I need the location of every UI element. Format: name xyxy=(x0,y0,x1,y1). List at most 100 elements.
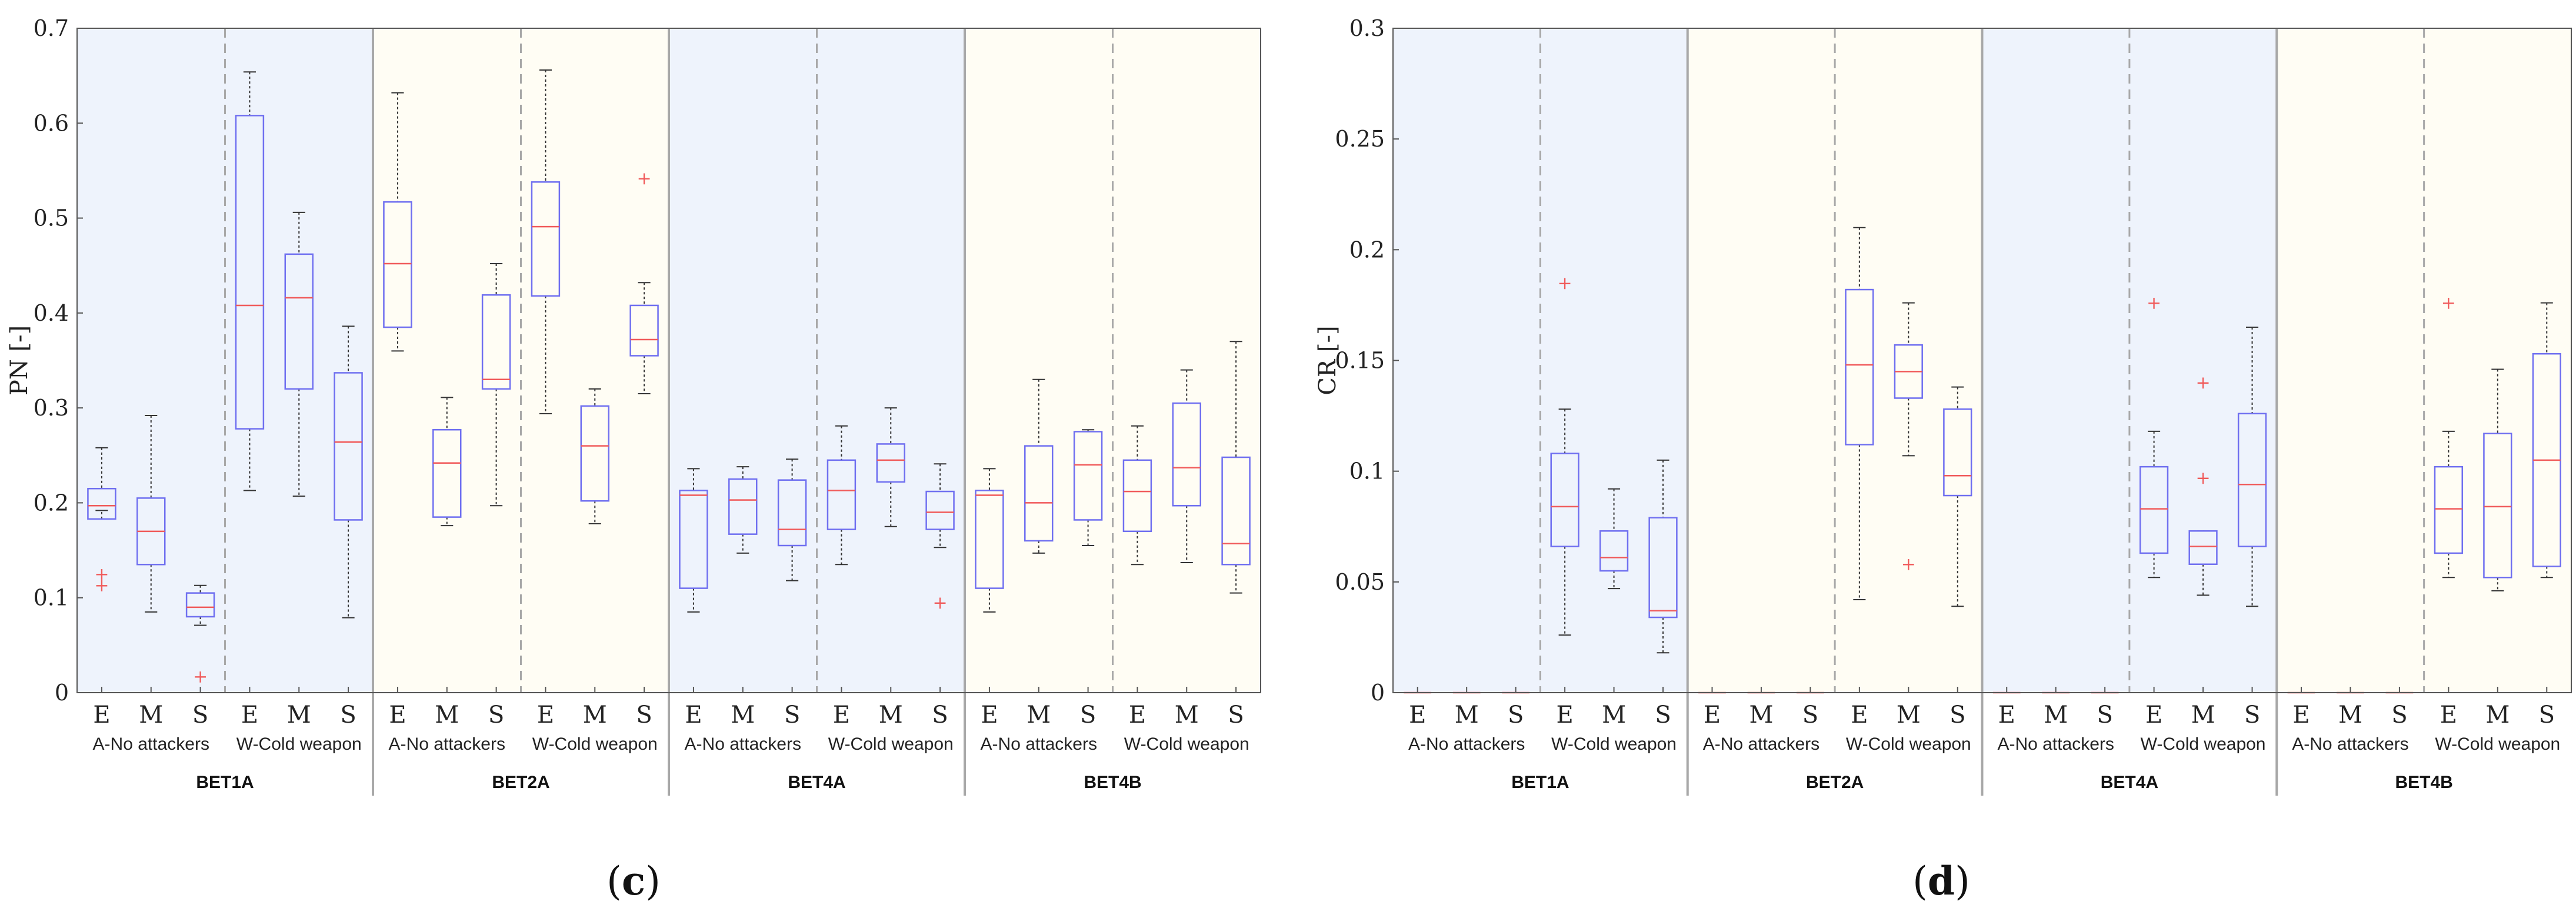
x-tick-label: E xyxy=(93,701,110,729)
y-tick-label: 0 xyxy=(55,680,69,706)
y-axis-label: PN [-] xyxy=(6,325,33,395)
group-label: A-No attackers xyxy=(1408,734,1525,754)
panel-label-letter: d xyxy=(1928,858,1955,904)
x-tick-label: M xyxy=(2485,701,2510,729)
outlier-marker: + xyxy=(2441,293,2456,314)
x-tick-label: M xyxy=(2338,701,2362,729)
x-tick-label: E xyxy=(389,701,406,729)
box-bet1a-m xyxy=(284,253,314,390)
x-tick-label: E xyxy=(2440,701,2457,729)
outlier-marker: + xyxy=(637,168,652,189)
box-bet2a-e xyxy=(531,181,561,297)
x-tick-label: E xyxy=(241,701,258,729)
x-tick-label: E xyxy=(1851,701,1868,729)
y-tick-label: 0.3 xyxy=(34,395,69,421)
y-tick-label: 0.5 xyxy=(34,205,69,231)
y-tick-label: 0.25 xyxy=(1335,126,1385,152)
x-tick-label: S xyxy=(636,701,652,729)
x-tick-label: E xyxy=(2145,701,2162,729)
x-tick-label: M xyxy=(2191,701,2215,729)
x-tick-label: M xyxy=(1455,701,1479,729)
box-bet4a-s xyxy=(925,490,955,530)
x-tick-label: S xyxy=(1802,701,1818,729)
x-tick-label: M xyxy=(583,701,607,729)
y-axis-label: CR [-] xyxy=(1314,325,1341,395)
box-bet1a-m xyxy=(1599,530,1629,572)
outlier-marker: + xyxy=(2195,468,2210,488)
x-tick-label: M xyxy=(139,701,163,729)
x-tick-label: M xyxy=(435,701,459,729)
x-tick-label: M xyxy=(1897,701,1921,729)
group-label: A-No attackers xyxy=(981,734,1097,754)
x-tick-label: S xyxy=(340,701,356,729)
group-label: W-Cold weapon xyxy=(2435,734,2560,754)
group-label: W-Cold weapon xyxy=(2141,734,2266,754)
y-tick-label: 0 xyxy=(1371,680,1385,706)
box-bet4a-e xyxy=(679,490,708,589)
outlier-marker: + xyxy=(193,667,208,687)
outlier-marker: + xyxy=(2195,373,2210,393)
x-tick-label: E xyxy=(1998,701,2015,729)
box-bet2a-s xyxy=(481,294,511,390)
group-label: A-No attackers xyxy=(685,734,801,754)
x-tick-label: E xyxy=(981,701,998,729)
outlier-marker: + xyxy=(1901,554,1916,575)
box-bet4b-e xyxy=(975,490,1004,589)
axes-frame xyxy=(1392,28,2572,693)
panel-label-close: ) xyxy=(1955,859,1970,904)
group-label: W-Cold weapon xyxy=(1124,734,1249,754)
panel-label-letter: c xyxy=(622,858,645,904)
x-tick-label: E xyxy=(685,701,702,729)
group-label: W-Cold weapon xyxy=(1846,734,1971,754)
section-label: BET4A xyxy=(788,773,845,792)
x-tick-label: M xyxy=(1749,701,1773,729)
x-tick-label: S xyxy=(1508,701,1524,729)
y-tick-label: 0.05 xyxy=(1335,569,1385,595)
box-bet4a-e xyxy=(2139,466,2169,554)
box-bet4b-m xyxy=(2483,433,2512,578)
box-bet4b-s xyxy=(1073,431,1103,521)
x-tick-label: E xyxy=(1409,701,1426,729)
y-tick-label: 0.7 xyxy=(34,15,69,41)
box-bet2a-e xyxy=(383,201,412,328)
y-tick-label: 0.1 xyxy=(1349,458,1385,484)
box-bet4a-m xyxy=(728,478,758,535)
group-label: A-No attackers xyxy=(1703,734,1819,754)
x-tick-label: S xyxy=(932,701,948,729)
box-bet4a-m xyxy=(876,443,905,483)
x-tick-label: S xyxy=(2391,701,2407,729)
group-label: A-No attackers xyxy=(93,734,209,754)
box-bet1a-e xyxy=(1550,453,1579,547)
x-tick-label: S xyxy=(784,701,800,729)
x-tick-label: M xyxy=(2044,701,2068,729)
y-tick-label: 0.1 xyxy=(34,585,69,611)
x-tick-label: E xyxy=(1704,701,1721,729)
x-tick-label: S xyxy=(2244,701,2260,729)
outlier-marker: + xyxy=(94,576,109,596)
y-tick-label: 0.3 xyxy=(1349,15,1385,41)
x-tick-label: E xyxy=(2292,701,2310,729)
box-bet1a-e xyxy=(87,487,116,520)
x-tick-label: M xyxy=(1602,701,1626,729)
x-tick-label: S xyxy=(488,701,504,729)
x-tick-label: E xyxy=(537,701,554,729)
outlier-marker: + xyxy=(1558,273,1572,294)
x-tick-label: E xyxy=(1129,701,1146,729)
axes-frame xyxy=(76,28,1261,693)
panel-label: (d) xyxy=(1912,858,1970,904)
box-bet2a-s xyxy=(1943,408,1972,497)
x-tick-label: S xyxy=(192,701,208,729)
x-tick-label: M xyxy=(879,701,903,729)
panel-label: (c) xyxy=(606,858,661,904)
box-bet1a-e xyxy=(235,115,265,430)
y-tick-label: 0.15 xyxy=(1335,348,1385,374)
section-label: BET4B xyxy=(2395,773,2452,792)
section-label: BET1A xyxy=(1511,773,1569,792)
box-bet4a-m xyxy=(2188,530,2218,565)
x-tick-label: M xyxy=(1027,701,1051,729)
box-bet4a-s xyxy=(777,479,807,547)
box-bet4b-e xyxy=(1122,459,1152,533)
outlier-marker: + xyxy=(2147,293,2161,314)
outlier-marker: + xyxy=(94,564,109,584)
box-bet1a-s xyxy=(334,372,363,521)
